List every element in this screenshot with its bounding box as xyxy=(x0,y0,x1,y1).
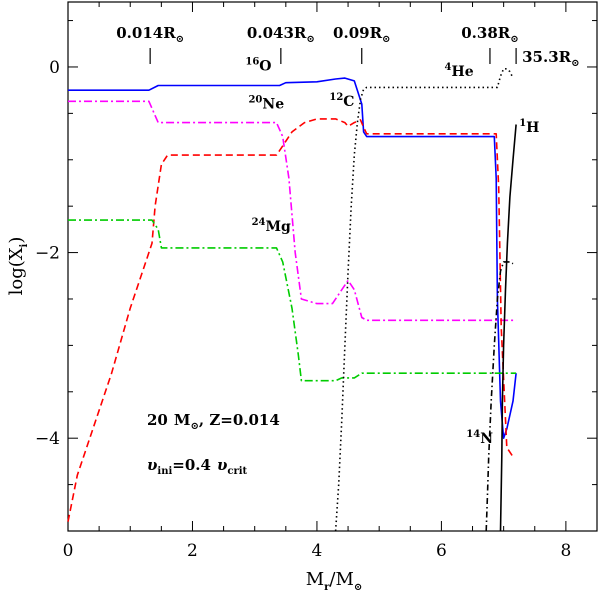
model-mass-metallicity: 20 M⊙, Z=0.014 xyxy=(147,411,280,432)
annotation-20Ne: 20Ne xyxy=(248,95,284,113)
x-tick-label: 2 xyxy=(187,541,198,561)
x-axis-label: Mr/M⊙ xyxy=(306,569,363,592)
radius-marker-label: 0.38R⊙ xyxy=(461,24,518,45)
radius-markers: 0.014R⊙ 0.043R⊙ 0.09R⊙ 0.38R⊙35.3R⊙ xyxy=(116,24,579,69)
y-tick-label: −4 xyxy=(35,429,60,449)
annotation-12C: 12C xyxy=(329,92,354,110)
series-line-16O xyxy=(68,77,517,440)
plot-frame xyxy=(67,1,598,532)
series-line-24Mg xyxy=(68,219,517,382)
series-line-1H xyxy=(499,124,517,532)
model-info: 20 M⊙, Z=0.014 υini=0.4 υcrit xyxy=(147,411,280,477)
annotation-4He: 4He xyxy=(445,62,474,80)
annotation-1H: 1H xyxy=(519,118,539,136)
radius-marker-label: 0.043R⊙ xyxy=(247,24,315,45)
series-line-14N xyxy=(485,261,514,532)
series-line-4He xyxy=(334,68,514,532)
annotation-24Mg: 24Mg xyxy=(252,217,291,235)
annotation-14N: 14N xyxy=(466,429,493,447)
x-tick-label: 6 xyxy=(436,541,447,561)
series-line-12C xyxy=(67,118,514,522)
x-tick-label: 8 xyxy=(560,541,571,561)
tick-labels: 0 2 4 6 8 0 −2 −4 xyxy=(35,58,571,561)
y-tick-label: −2 xyxy=(35,244,60,264)
series-line-20Ne xyxy=(68,100,517,322)
radius-marker-label: 0.09R⊙ xyxy=(333,24,390,45)
model-rotation: υini=0.4 υcrit xyxy=(147,456,248,477)
annotation-16O: 16O xyxy=(245,57,271,75)
x-tick-label: 0 xyxy=(63,541,74,561)
series-layer xyxy=(67,68,517,532)
axis-ticks xyxy=(67,2,597,532)
radius-marker-label: 35.3R⊙ xyxy=(522,48,579,69)
y-tick-label: 0 xyxy=(49,58,60,78)
series-annotations: 16O 20Ne 12C 24Mg 4He 1H 14N xyxy=(245,57,539,447)
radius-marker-label: 0.014R⊙ xyxy=(116,24,184,45)
x-tick-label: 4 xyxy=(312,541,323,561)
y-axis-label: log(Xi) xyxy=(6,237,30,296)
